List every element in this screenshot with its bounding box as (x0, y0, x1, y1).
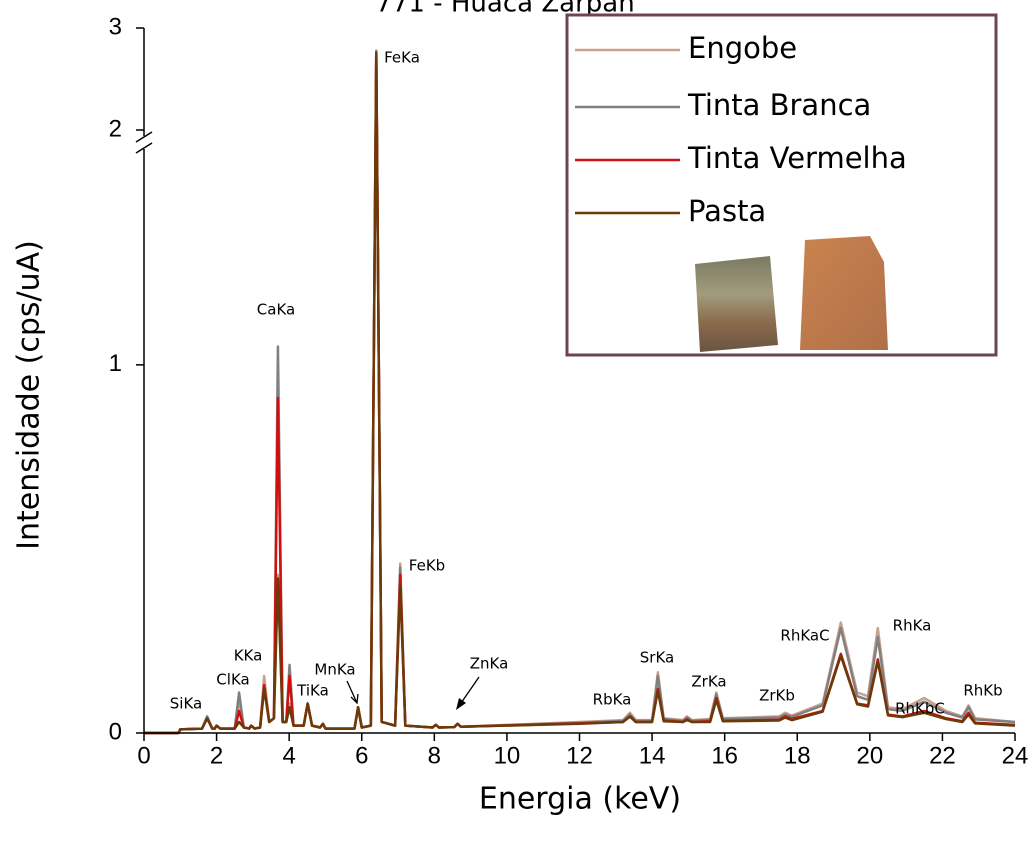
x-axis-title: Energia (keV) (479, 782, 681, 817)
x-tick-label: 16 (711, 742, 738, 769)
x-tick-label: 6 (355, 742, 368, 769)
arrow-head (456, 698, 466, 710)
peak-label: RbKa (593, 691, 632, 709)
legend-photo (695, 236, 888, 352)
series-line (144, 52, 1016, 735)
y-tick-label: 1 (109, 350, 122, 377)
peak-label: FeKb (409, 557, 445, 575)
peak-label: RhKbC (895, 700, 945, 718)
y-tick-label: 0 (109, 718, 122, 745)
x-tick-label: 22 (929, 742, 956, 769)
peak-label: CaKa (257, 301, 295, 319)
y-tick-label: 2 (109, 115, 122, 142)
peak-label: ZnKa (470, 655, 509, 673)
arrow (346, 680, 359, 705)
peak-label: FeKa (384, 49, 420, 67)
peak-label: SrKa (640, 649, 674, 667)
x-tick-label: 14 (639, 742, 666, 769)
legend-label: Pasta (688, 194, 766, 228)
peak-label: ZrKa (691, 673, 726, 691)
peak-label: RhKb (963, 682, 1002, 700)
peak-label: ClKa (216, 671, 249, 689)
peak-label: SiKa (170, 695, 202, 713)
y-axis-title: Intensidade (cps/uA) (12, 240, 47, 550)
x-tick-label: 10 (494, 742, 521, 769)
peak-label: TiKa (296, 682, 329, 700)
axis-break-gap (134, 136, 154, 149)
x-tick-label: 24 (1002, 742, 1029, 769)
peak-label: ZrKb (759, 687, 795, 705)
y-tick-label: 3 (109, 13, 122, 40)
peak-label: MnKa (314, 661, 355, 679)
plot-area (144, 49, 1016, 735)
peak-label: RhKa (893, 617, 932, 635)
legend: Engobe Tinta Branca Tinta Vermelha Pasta (565, 13, 998, 357)
legend-label: Engobe (688, 31, 797, 65)
axis-break (135, 131, 153, 143)
peak-label: RhKaC (780, 627, 829, 645)
legend-box (565, 13, 998, 357)
x-tick-label: 2 (210, 742, 223, 769)
x-tick-label: 12 (566, 742, 593, 769)
x-tick-label: 0 (137, 742, 150, 769)
x-tick-label: 20 (856, 742, 883, 769)
legend-label: Tinta Vermelha (687, 141, 907, 175)
x-tick-label: 8 (428, 742, 441, 769)
peak-label: KKa (234, 647, 263, 665)
axis-break (135, 142, 153, 154)
legend-label: Tinta Branca (687, 88, 871, 122)
x-tick-label: 4 (282, 742, 295, 769)
x-tick-label: 18 (784, 742, 811, 769)
